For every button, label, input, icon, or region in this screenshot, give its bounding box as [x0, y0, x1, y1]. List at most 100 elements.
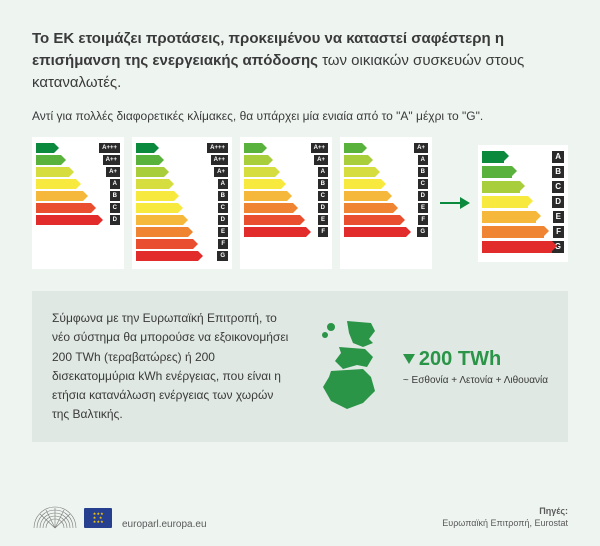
energy-bar [482, 166, 512, 178]
energy-class-row: A++ [36, 155, 120, 165]
energy-bar [482, 196, 528, 208]
energy-class-row: B [344, 167, 428, 177]
energy-class-tag: D [110, 215, 120, 225]
energy-bar [36, 191, 83, 201]
energy-class-row: A+ [136, 167, 228, 177]
energy-class-row: F [482, 226, 564, 238]
energy-bar [136, 167, 164, 177]
energy-bar [136, 203, 178, 213]
savings-value-block: 200 TWh ~ Εσθονία + Λετονία + Λιθουανία [403, 348, 548, 386]
energy-class-row: A+ [344, 143, 428, 153]
savings-caption: ~ Εσθονία + Λετονία + Λιθουανία [403, 375, 548, 386]
energy-bar [244, 203, 293, 213]
energy-class-tag: A+ [106, 167, 120, 177]
energy-class-row: G [482, 241, 564, 253]
energy-class-tag: F [318, 227, 328, 237]
energy-class-tag: E [418, 203, 428, 213]
energy-class-tag: B [218, 191, 228, 201]
energy-class-tag: D [318, 203, 328, 213]
energy-bar [36, 179, 76, 189]
energy-class-tag: A++ [103, 155, 120, 165]
savings-value: 200 TWh [419, 348, 501, 371]
energy-class-tag: F [418, 215, 428, 225]
energy-class-row: A+ [244, 155, 328, 165]
energy-class-tag: A+ [314, 155, 328, 165]
energy-class-row: D [36, 215, 120, 225]
energy-class-tag: A++ [311, 143, 328, 153]
energy-class-row: A [244, 167, 328, 177]
energy-class-row: F [344, 215, 428, 225]
arrow-icon [440, 197, 470, 209]
energy-bar [136, 215, 183, 225]
energy-bar [344, 191, 387, 201]
energy-class-tag: D [218, 215, 228, 225]
energy-bar [36, 215, 98, 225]
energy-bar [136, 155, 159, 165]
energy-class-row: A+++ [36, 143, 120, 153]
energy-class-row: E [136, 227, 228, 237]
energy-bar [244, 155, 268, 165]
footer-left: ★ ★ ★★ ★★ ★ ★ europarl.europa.eu [32, 506, 207, 530]
energy-bar [344, 203, 393, 213]
old-energy-label: A++ A+ ABCDEF [240, 137, 332, 269]
old-energy-label: A+++A++A+ABCDEFG [132, 137, 232, 269]
energy-bar [36, 143, 54, 153]
energy-class-tag: A [218, 179, 228, 189]
energy-class-tag: A [318, 167, 328, 177]
energy-class-row: E [482, 211, 564, 223]
energy-class-row: A++ [136, 155, 228, 165]
energy-class-row: A [482, 151, 564, 163]
energy-bar [244, 179, 281, 189]
energy-class-row: A [344, 155, 428, 165]
energy-class-tag: G [217, 251, 228, 261]
sources-value: Ευρωπαϊκή Επιτροπή, Eurostat [442, 517, 568, 530]
energy-class-tag: G [417, 227, 428, 237]
subheadline: Αντί για πολλές διαφορετικές κλίμακες, θ… [32, 107, 568, 125]
energy-bar [136, 179, 169, 189]
energy-bar [344, 215, 400, 225]
energy-class-row: G [136, 251, 228, 261]
energy-class-tag: A+ [414, 143, 428, 153]
energy-class-tag: A+ [214, 167, 228, 177]
energy-class-tag: B [318, 179, 328, 189]
sources-label: Πηγές: [442, 505, 568, 518]
energy-class-row: C [244, 191, 328, 201]
energy-class-tag: A+++ [207, 143, 228, 153]
energy-class-tag: E [218, 227, 228, 237]
savings-panel: Σύμφωνα με την Ευρωπαϊκή Επιτροπή, το νέ… [32, 291, 568, 442]
arrow-down-icon [403, 354, 415, 364]
energy-class-row: A++ [244, 143, 328, 153]
old-labels-group: A+++A++A+ABCDA+++A++A+ABCDEFGA++A+ABCDEF… [32, 137, 432, 269]
energy-class-tag: E [553, 211, 564, 223]
energy-bar [136, 191, 174, 201]
new-energy-label: ABCDEFG [478, 145, 568, 262]
energy-bar [344, 143, 362, 153]
energy-bar [36, 167, 69, 177]
energy-class-row: B [36, 191, 120, 201]
energy-class-tag: A [110, 179, 120, 189]
energy-bar [136, 251, 198, 261]
energy-bar [482, 211, 536, 223]
baltic-map-icon [313, 317, 393, 417]
labels-comparison-row: A+++A++A+ABCDA+++A++A+ABCDEFGA++A+ABCDEF… [32, 137, 568, 269]
energy-bar [344, 179, 381, 189]
energy-class-tag: A+++ [99, 143, 120, 153]
energy-bar [244, 167, 275, 177]
energy-bar [244, 215, 300, 225]
energy-bar [344, 227, 406, 237]
energy-class-row: E [244, 215, 328, 225]
energy-class-row: C [136, 203, 228, 213]
energy-bar [244, 227, 306, 237]
footer-sources: Πηγές: Ευρωπαϊκή Επιτροπή, Eurostat [442, 505, 568, 530]
hemicycle-icon [32, 506, 78, 530]
energy-class-tag: B [418, 167, 428, 177]
energy-class-row: C [344, 179, 428, 189]
old-energy-label: A+ ABCDEFG [340, 137, 432, 269]
energy-bar [482, 226, 544, 238]
energy-class-row: D [344, 191, 428, 201]
energy-class-row: A+ [36, 167, 120, 177]
infographic-container: Το ΕΚ ετοιμάζει προτάσεις, προκειμένου ν… [0, 0, 600, 546]
energy-class-tag: C [318, 191, 328, 201]
energy-bar [482, 241, 552, 253]
energy-class-row: D [482, 196, 564, 208]
